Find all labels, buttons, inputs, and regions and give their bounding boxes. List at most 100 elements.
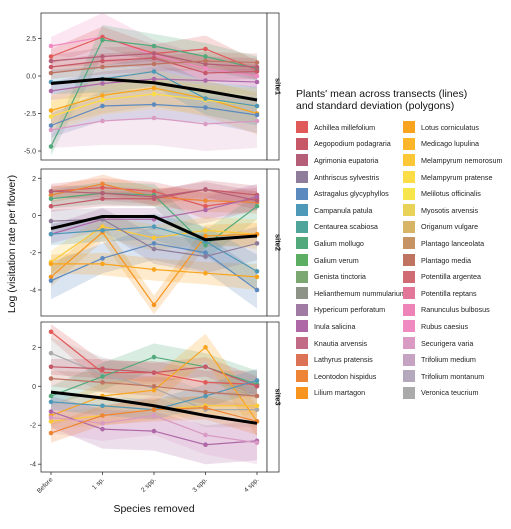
- legend-item: Medicago lupulina: [403, 136, 508, 153]
- legend-swatch: [296, 386, 308, 399]
- series-point: [100, 403, 105, 409]
- series-point: [151, 302, 157, 308]
- legend-item: Lotus corniculatus: [403, 119, 508, 136]
- legend-item: Melilotus officinalis: [403, 185, 508, 202]
- legend-swatch: [296, 137, 308, 150]
- legend-swatch: [403, 237, 415, 250]
- series-point: [48, 114, 54, 119]
- series-point: [254, 440, 260, 446]
- facet-strip-label: site1: [274, 78, 283, 95]
- legend-swatch: [296, 254, 308, 267]
- series-point: [48, 419, 54, 424]
- series-point: [100, 58, 105, 64]
- series-point: [48, 350, 54, 356]
- legend-item: Centaurea scabiosa: [296, 219, 403, 236]
- series-point: [100, 37, 105, 43]
- series-point: [48, 231, 54, 237]
- legend-item: Hypericum perforatum: [296, 302, 403, 319]
- x-tick-label: Before: [36, 476, 55, 495]
- series-point: [203, 270, 208, 276]
- legend-column-right: Lotus corniculatus Medicago lupulina Melam…: [403, 119, 508, 401]
- series-point: [254, 118, 260, 124]
- panel-site2: -4 -2 0 2 site2: [30, 168, 283, 317]
- series-point: [100, 426, 105, 432]
- series-point: [48, 189, 54, 194]
- series-point: [100, 261, 105, 267]
- y-tick-label: 0: [32, 384, 36, 391]
- series-point: [203, 389, 208, 395]
- series-point: [203, 105, 208, 110]
- facet-panels: -5.0 -2.5 0.0 2.5 site1 -4 -2 0 2 site2 -4 -2 0 2 site…: [24, 12, 283, 495]
- legend-title: Plants' mean across transects (lines) an…: [296, 88, 508, 112]
- legend-swatch: [403, 187, 415, 200]
- legend-item: Galium mollugo: [296, 235, 403, 252]
- series-point: [203, 228, 208, 233]
- series-point: [203, 250, 208, 256]
- series-point: [48, 196, 54, 202]
- legend-swatch: [403, 386, 415, 399]
- facet-strip: [266, 168, 280, 317]
- legend-item: Securigera varia: [403, 335, 508, 352]
- series-point: [151, 69, 157, 74]
- series-point: [48, 261, 54, 267]
- legend-swatch: [296, 270, 308, 283]
- panel-plot-area: [48, 174, 260, 315]
- x-tick-label: 1 sp.: [91, 476, 106, 491]
- legend-swatch: [403, 121, 415, 134]
- series-point: [203, 198, 208, 203]
- legend-label: Galium verum: [314, 255, 359, 265]
- legend-label: Trifolium montanum: [421, 371, 485, 381]
- mean-line: [50, 390, 258, 425]
- series-point: [100, 93, 105, 98]
- legend-label: Achillea millefolium: [314, 122, 376, 132]
- legend-label: Melampyrum nemorosum: [421, 155, 503, 165]
- series-point: [100, 54, 105, 59]
- legend-swatch: [296, 303, 308, 316]
- x-tick-label: 4 spp.: [243, 476, 261, 494]
- legend-swatch: [296, 370, 308, 383]
- legend-label: Rubus caesius: [421, 321, 469, 331]
- legend-swatch: [403, 171, 415, 184]
- y-tick-label: 2: [32, 176, 36, 183]
- series-point: [254, 79, 260, 85]
- legend-swatch: [403, 270, 415, 283]
- series-point: [48, 123, 54, 128]
- legend-item: Knautia arvensis: [296, 335, 403, 352]
- series-point: [254, 64, 260, 70]
- y-axis-label: Log (visitation rate per flower): [6, 175, 18, 313]
- legend-swatch: [296, 320, 308, 333]
- mean-line: [50, 214, 258, 242]
- legend-item: Galium verum: [296, 252, 403, 269]
- series-point: [100, 366, 105, 372]
- legend-title-line2: and standard deviation (polygons): [296, 100, 455, 112]
- legend-label: Anthriscus sylvestris: [314, 172, 380, 182]
- facet-strip: [266, 12, 280, 161]
- series-point: [151, 85, 157, 91]
- series-point: [203, 254, 208, 259]
- series-point: [203, 203, 208, 209]
- legend-swatch: [296, 154, 308, 167]
- legend-columns: Achillea millefolium Aegopodium podagrari…: [296, 119, 508, 401]
- legend-item: Potentilla argentea: [403, 268, 508, 285]
- series-point: [48, 376, 54, 381]
- legend-swatch: [403, 303, 415, 316]
- y-tick-label: -4: [30, 462, 36, 469]
- series-point: [48, 203, 54, 209]
- series-point: [151, 235, 157, 241]
- legend-item: Genista tinctoria: [296, 268, 403, 285]
- legend-item: Helianthemum nummularium: [296, 285, 406, 302]
- series-point: [254, 378, 260, 383]
- series-point: [48, 409, 54, 414]
- legend-item: Inula salicina: [296, 318, 403, 335]
- legend-label: Lotus corniculatus: [421, 122, 479, 132]
- series-point: [100, 190, 105, 196]
- series-point: [100, 97, 105, 103]
- legend-label: Melampyrum pratense: [421, 172, 493, 182]
- series-point: [203, 66, 208, 71]
- y-tick-label: 2.5: [26, 36, 36, 43]
- legend-item: Lathyrus pratensis: [296, 351, 403, 368]
- series-point: [48, 144, 54, 149]
- series-point: [151, 370, 157, 375]
- series-point: [203, 58, 208, 64]
